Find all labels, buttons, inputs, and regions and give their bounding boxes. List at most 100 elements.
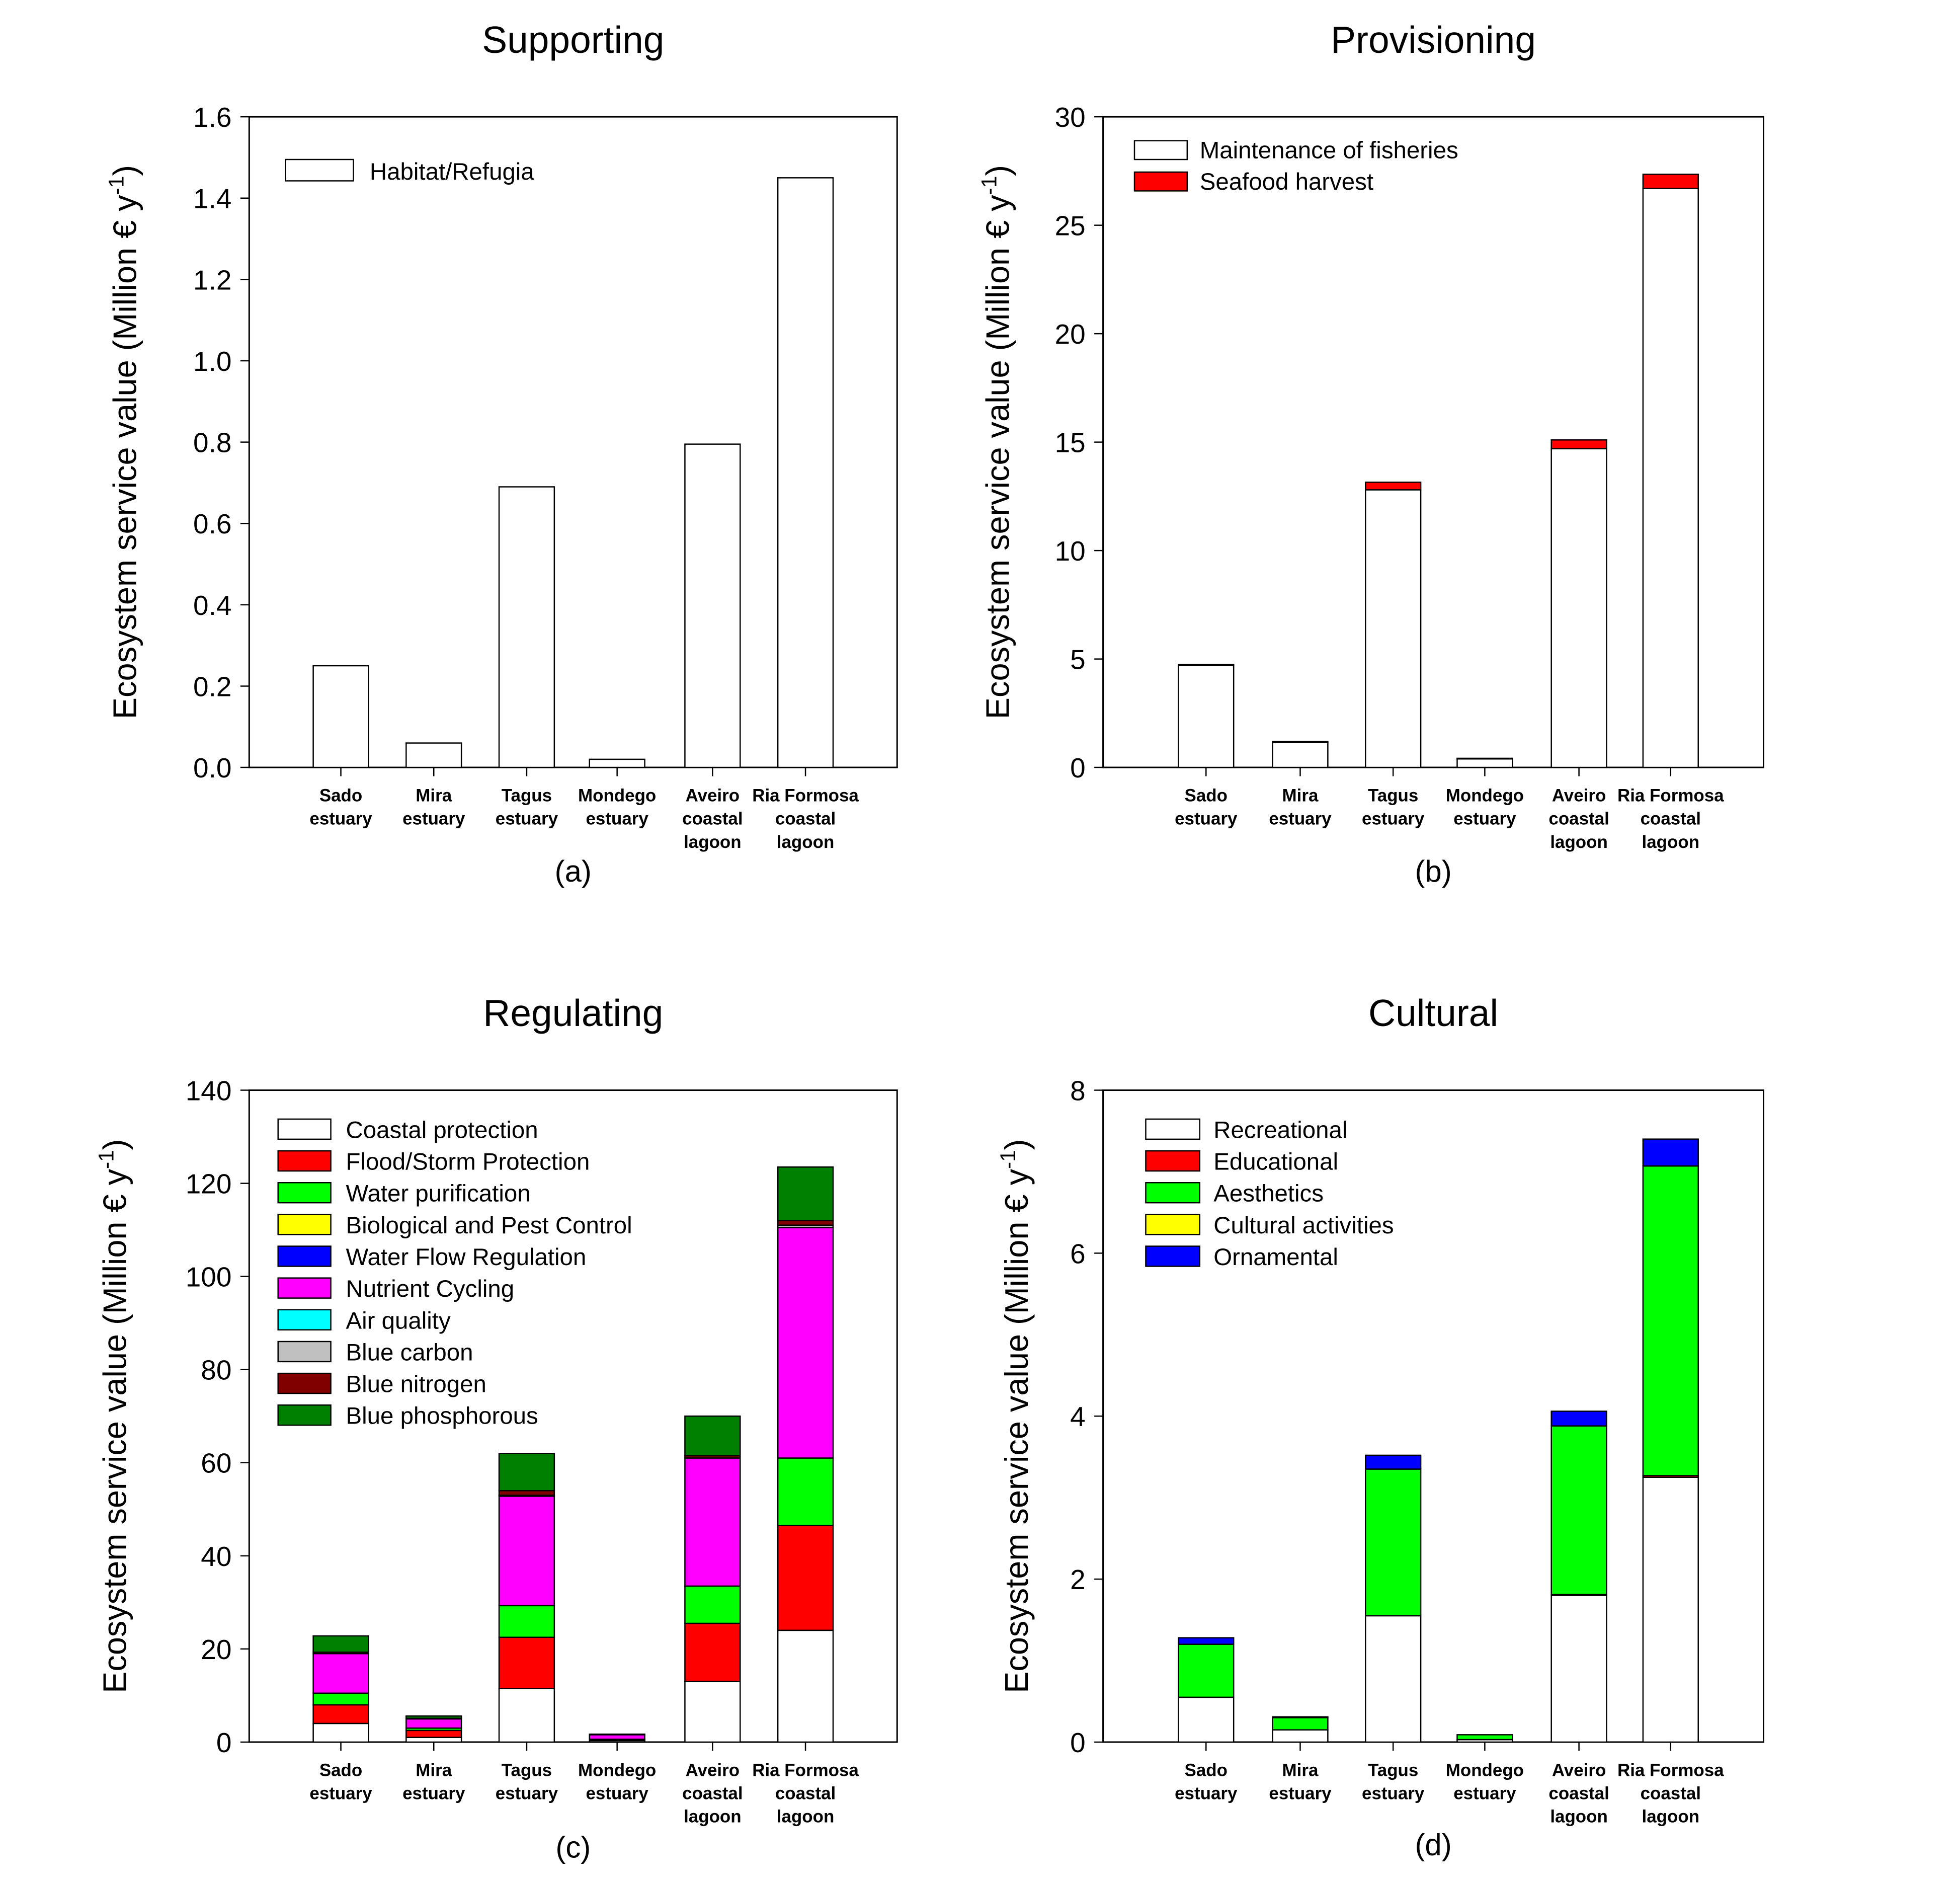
x-category-label: estuary	[1362, 1784, 1425, 1803]
bar-segment-coastal-protection	[405, 1737, 462, 1743]
bar-segment-ornamental	[1642, 1138, 1699, 1167]
y-tick-label: 2	[1070, 1564, 1086, 1595]
chart-title: Regulating	[483, 992, 663, 1034]
x-category-label: estuary	[1269, 809, 1332, 829]
legend-swatch	[1145, 1118, 1201, 1140]
bar-segment-ornamental	[1178, 1637, 1235, 1645]
x-category-label: Aveiro	[1552, 786, 1606, 805]
y-tick-label: 15	[1055, 427, 1086, 458]
x-category-label: estuary	[586, 1784, 649, 1803]
x-category-label: Tagus	[502, 1760, 552, 1780]
legend-label: Air quality	[346, 1307, 451, 1334]
bar-segment-aesthetics	[1178, 1643, 1235, 1698]
x-category-label: Aveiro	[1552, 1760, 1606, 1780]
legend-label: Nutrient Cycling	[346, 1276, 515, 1302]
panel-label: (b)	[1415, 854, 1451, 888]
bar-segment-recreational	[1550, 1595, 1607, 1743]
x-category-label: Sado	[319, 786, 362, 805]
bar-segment-aesthetics	[1272, 1717, 1329, 1731]
legend-label: Seafood harvest	[1200, 169, 1373, 195]
bar-segment-blue-nitrogen	[498, 1490, 555, 1496]
bar-segment-blue-phosphorous	[589, 1733, 645, 1736]
x-category-label: coastal	[682, 1784, 743, 1803]
y-tick-label: 1.6	[193, 102, 231, 133]
legend: Maintenance of fisheries Seafood harvest	[1133, 137, 1458, 195]
bar-segment-maintenance-of-fisheries	[1272, 742, 1329, 768]
x-category-label: lagoon	[1642, 1807, 1700, 1827]
x-category-label: estuary	[1175, 1784, 1238, 1803]
panel-cultural: Cultural 0 2 4 6 8 Ecosystem service value (Mi…	[996, 992, 1765, 1862]
x-category-label: estuary	[309, 1784, 372, 1803]
x-category-label: lagoon	[777, 832, 835, 852]
bar-segment-aesthetics	[1365, 1468, 1422, 1617]
legend-label: Educational	[1213, 1149, 1338, 1175]
bar-segment-nutrient-cycling	[684, 1457, 741, 1587]
y-tick-label: 8	[1070, 1075, 1086, 1106]
y-axis-label-end: )	[979, 165, 1016, 176]
bar-segment-habitat-refugia	[684, 443, 741, 768]
y-tick-label: 0	[1070, 752, 1086, 783]
bar-segment-water-purification	[498, 1605, 555, 1638]
bar-segment-recreational	[1178, 1696, 1235, 1743]
x-category-label: Mira	[1282, 1760, 1319, 1780]
bar-segment-habitat-refugia	[589, 758, 645, 768]
bar-segment-maintenance-of-fisheries	[1178, 665, 1235, 768]
legend-label: Ornamental	[1213, 1244, 1338, 1271]
y-axis-label-end: )	[107, 165, 143, 176]
x-category-label: Sado	[1185, 786, 1228, 805]
bar-segment-water-purification	[684, 1585, 741, 1624]
y-tick-label: 0.6	[193, 508, 231, 539]
y-tick-label: 25	[1055, 210, 1086, 242]
x-category-label: Aveiro	[686, 1760, 740, 1780]
y-tick-label: 100	[186, 1262, 232, 1293]
x-category-label: coastal	[1548, 809, 1609, 829]
legend-swatch	[277, 1182, 332, 1204]
x-category-label: Ria Formosa	[752, 786, 859, 805]
y-tick-label: 0.8	[193, 427, 231, 458]
x-category-label: estuary	[586, 809, 649, 829]
bar-segment-maintenance-of-fisheries	[1550, 448, 1607, 768]
chart-title: Supporting	[482, 19, 664, 61]
legend-swatch	[277, 1309, 332, 1331]
legend-swatch	[277, 1118, 332, 1140]
bar-segment-blue-phosphorous	[684, 1415, 741, 1457]
x-category-label: Tagus	[502, 786, 552, 805]
x-category-label: Mondego	[578, 786, 656, 805]
y-tick-label: 60	[201, 1448, 231, 1479]
x-category-label: Mira	[416, 1760, 452, 1780]
panel-label: (a)	[555, 854, 592, 888]
x-category-label: estuary	[1175, 809, 1238, 829]
y-axis-label-end: )	[998, 1139, 1035, 1150]
x-category-label: Mondego	[578, 1760, 656, 1780]
x-category-label: Aveiro	[686, 786, 740, 805]
legend-swatch	[277, 1341, 332, 1363]
y-tick-label: 40	[201, 1541, 231, 1572]
y-tick-label: 30	[1055, 102, 1086, 133]
x-category-label: lagoon	[684, 1807, 742, 1827]
legend-label: Maintenance of fisheries	[1200, 137, 1458, 164]
bar-segment-nutrient-cycling	[498, 1496, 555, 1607]
bar-segment-blue-nitrogen	[777, 1220, 834, 1226]
legend-label: Habitat/Refugia	[370, 159, 534, 185]
bar-segment-aesthetics	[1642, 1165, 1699, 1476]
y-tick-label: 5	[1070, 644, 1086, 675]
y-tick-label: 1.2	[193, 264, 231, 295]
legend-swatch	[1145, 1182, 1201, 1204]
panel-provisioning: Provisioning 0 5 10 15 20 25 30 Ecosystem servic…	[977, 19, 1765, 888]
y-tick-label: 80	[201, 1355, 231, 1386]
x-category-label: Sado	[319, 1760, 362, 1780]
bar-segment-seafood-harvest	[1642, 174, 1699, 189]
x-category-label: Ria Formosa	[1617, 786, 1724, 805]
y-tick-label: 20	[1055, 319, 1086, 350]
legend: Habitat/Refugia	[285, 159, 534, 185]
panel-label: (d)	[1415, 1828, 1451, 1862]
legend-swatch	[285, 159, 354, 182]
x-category-label: coastal	[1641, 809, 1701, 829]
y-axis-label-text: Ecosystem service value (Million € y	[107, 195, 143, 719]
x-category-label: estuary	[1453, 1784, 1516, 1803]
bar-segment-ornamental	[1272, 1716, 1329, 1718]
bar-segment-aesthetics	[1456, 1734, 1513, 1741]
bar-segment-blue-phosphorous	[312, 1635, 369, 1653]
y-axis-label-text: Ecosystem service value (Million € y	[97, 1168, 133, 1693]
